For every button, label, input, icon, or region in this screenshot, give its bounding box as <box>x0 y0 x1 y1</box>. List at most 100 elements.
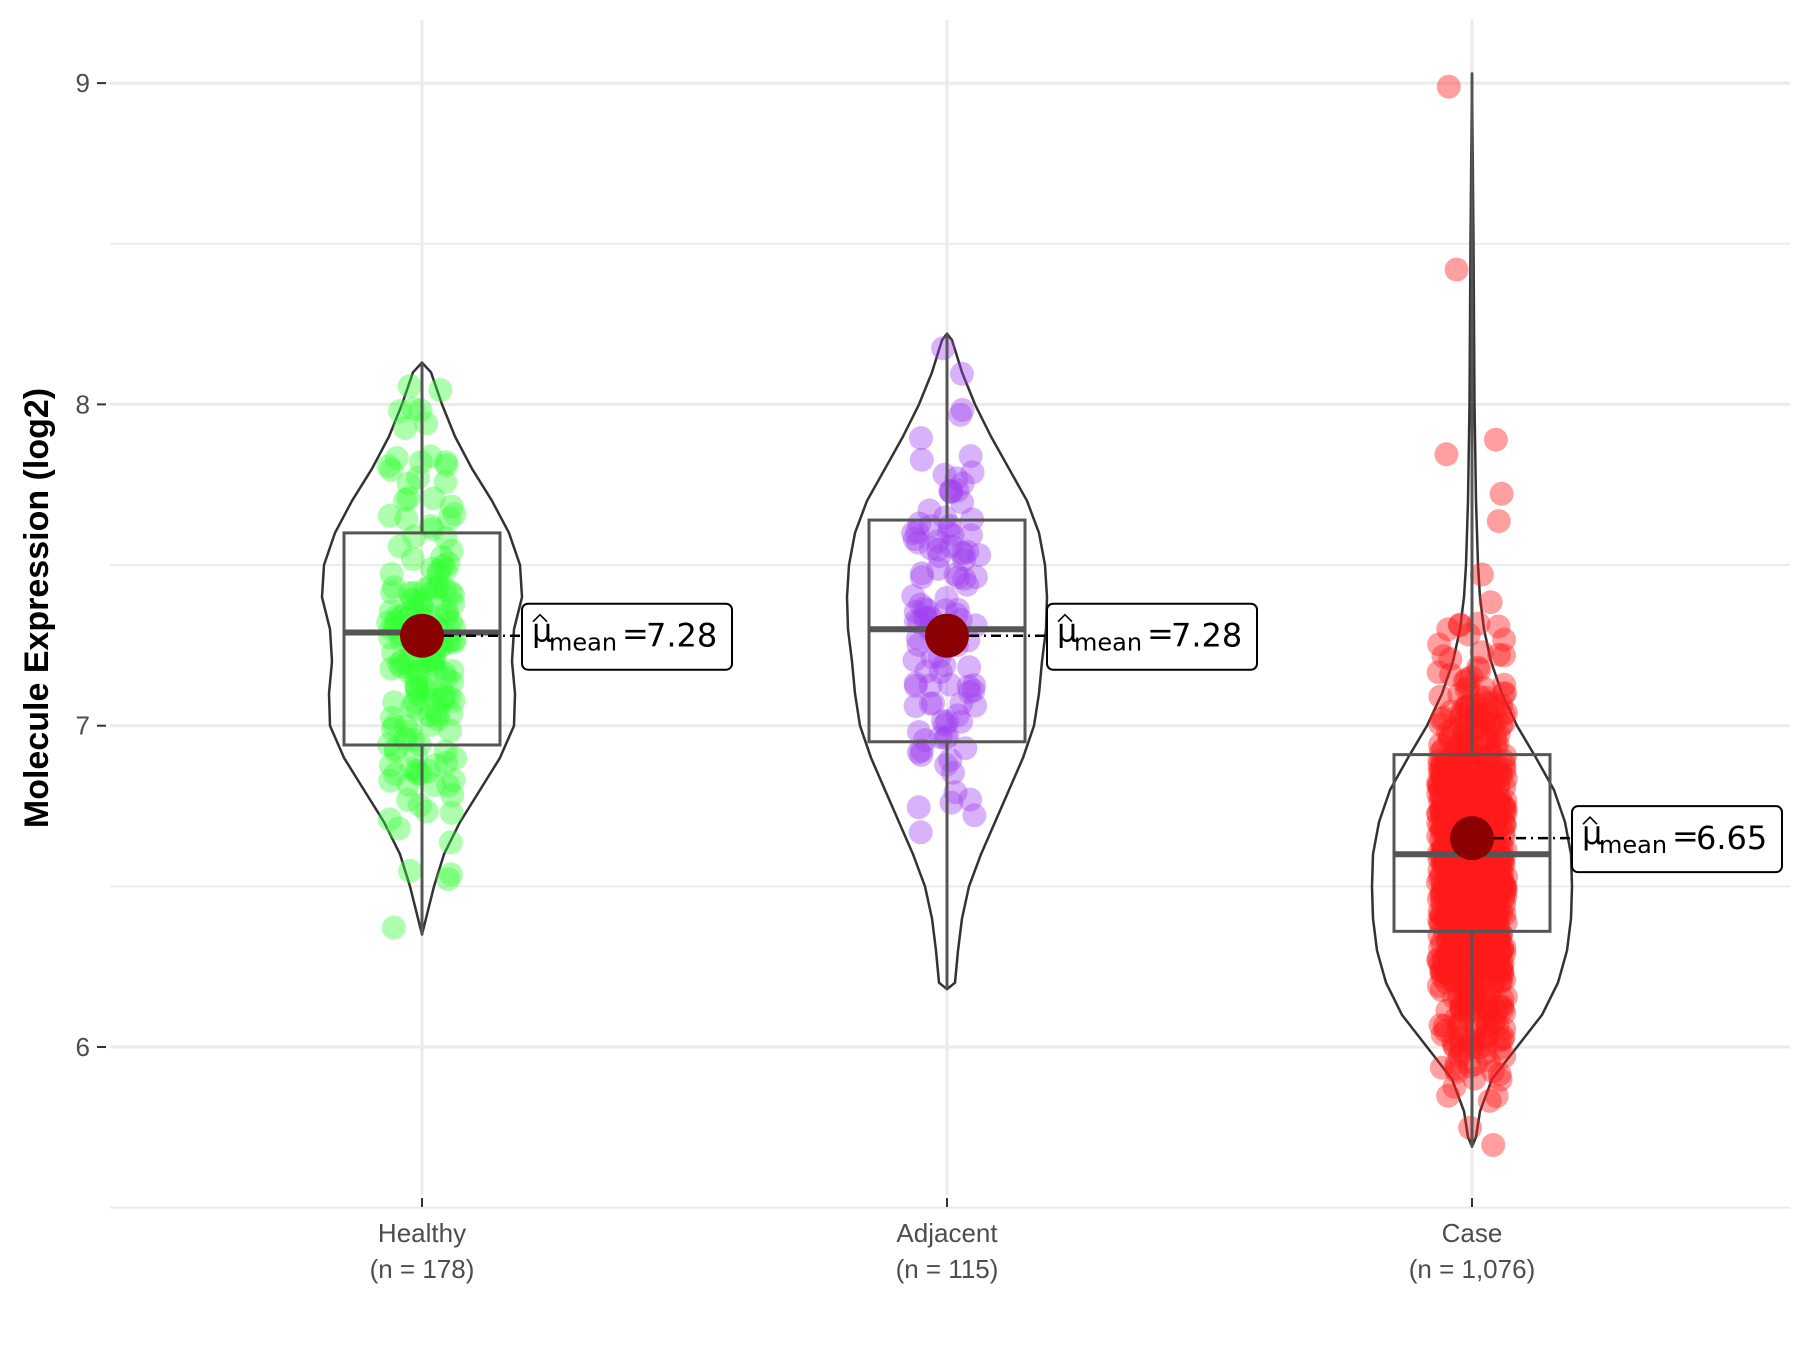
data-point <box>1483 923 1508 948</box>
data-point <box>1427 789 1452 814</box>
data-point <box>1438 891 1463 916</box>
data-point <box>1481 956 1506 981</box>
data-point <box>379 562 404 587</box>
data-point <box>1450 908 1475 932</box>
data-point <box>1437 893 1462 918</box>
mean-equals: = <box>1672 817 1699 855</box>
data-point <box>405 697 430 722</box>
data-point <box>1437 943 1461 968</box>
data-point <box>928 660 953 684</box>
data-point <box>1436 720 1460 745</box>
data-point <box>1484 879 1509 904</box>
data-point <box>1487 860 1512 885</box>
data-point <box>1492 892 1517 917</box>
data-point <box>1430 871 1455 896</box>
data-point <box>1426 948 1451 973</box>
data-point <box>1477 856 1502 881</box>
data-point <box>1472 951 1497 976</box>
data-point <box>389 654 414 679</box>
data-point <box>1470 783 1495 808</box>
data-point <box>1444 257 1469 282</box>
data-point <box>1468 938 1493 963</box>
data-point <box>1443 757 1468 782</box>
data-point <box>903 599 928 624</box>
data-point <box>432 661 456 685</box>
data-point <box>1486 903 1511 928</box>
data-point <box>1452 858 1477 883</box>
data-point <box>1450 860 1475 885</box>
data-point <box>1441 786 1466 811</box>
data-point <box>1480 954 1504 979</box>
data-point <box>1450 857 1475 882</box>
data-point <box>1449 1026 1473 1051</box>
mean-subscript: mean <box>549 629 617 657</box>
data-point <box>1439 854 1464 879</box>
data-point <box>1490 1027 1515 1052</box>
data-point <box>1486 791 1511 816</box>
data-point <box>1464 768 1489 793</box>
data-point <box>1484 790 1509 815</box>
data-point <box>949 540 974 565</box>
data-point <box>1427 858 1452 882</box>
data-point <box>1441 795 1466 820</box>
data-point <box>1467 899 1492 924</box>
data-point <box>1439 662 1464 687</box>
data-point <box>1480 974 1505 999</box>
data-point <box>1485 732 1510 757</box>
data-point <box>434 453 459 478</box>
data-point <box>1478 766 1503 791</box>
data-point <box>1476 1048 1501 1073</box>
data-point <box>1446 753 1471 777</box>
data-point <box>1426 801 1451 826</box>
data-point <box>1490 951 1515 975</box>
data-point <box>1493 788 1518 813</box>
data-point <box>1490 986 1515 1011</box>
data-point <box>901 521 926 546</box>
data-point <box>1468 872 1492 897</box>
data-point <box>1460 780 1485 805</box>
mean-label-box <box>1571 805 1783 874</box>
data-point <box>1472 891 1497 916</box>
data-point <box>1475 928 1500 953</box>
data-point <box>1484 760 1509 785</box>
data-point <box>1428 1013 1453 1038</box>
data-point <box>1489 763 1514 788</box>
data-point <box>1472 709 1496 734</box>
data-point <box>400 694 425 719</box>
data-point <box>1436 74 1461 99</box>
data-point <box>1481 938 1506 963</box>
data-point <box>1491 793 1516 818</box>
data-point <box>1440 921 1465 945</box>
data-point <box>420 517 445 541</box>
data-point <box>1445 916 1470 941</box>
data-point <box>903 674 928 698</box>
data-point <box>955 572 980 597</box>
data-point <box>1491 702 1516 727</box>
data-point <box>1426 824 1451 849</box>
data-point <box>1449 1039 1474 1063</box>
data-point <box>1434 883 1459 907</box>
data-point <box>1473 988 1498 1013</box>
data-point <box>1473 1023 1498 1048</box>
data-point <box>1451 874 1476 899</box>
data-point <box>397 660 422 685</box>
data-point <box>412 676 437 701</box>
data-point <box>907 720 931 744</box>
data-point <box>1434 442 1459 467</box>
data-point <box>949 361 974 386</box>
data-point <box>388 399 412 424</box>
data-point <box>1448 1012 1473 1037</box>
data-point <box>396 486 421 511</box>
data-point <box>380 580 404 605</box>
data-point <box>1460 872 1485 897</box>
data-point <box>1461 704 1486 729</box>
data-point <box>1461 863 1486 888</box>
data-point <box>1429 911 1454 936</box>
data-point <box>1438 899 1463 924</box>
data-point <box>1443 915 1468 940</box>
data-point <box>1444 733 1469 758</box>
data-point <box>1493 796 1518 821</box>
data-point <box>1449 779 1474 804</box>
data-point <box>1481 792 1506 817</box>
data-point <box>394 506 419 531</box>
